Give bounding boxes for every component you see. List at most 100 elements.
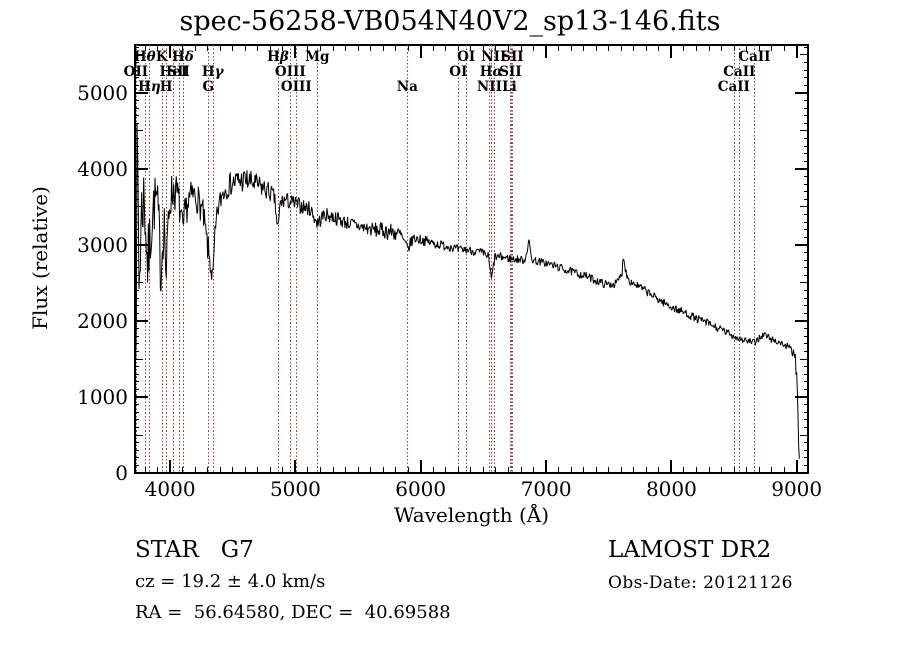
x-tick [795,45,798,58]
y-tick [135,426,139,428]
y-tick [800,282,808,284]
spectral-line-marker [290,45,292,473]
x-tick [583,45,585,51]
x-tick [708,45,710,51]
survey-release-text: LAMOST DR2 [608,537,772,563]
y-tick [135,229,139,231]
spectral-line-label: CaII [717,79,750,95]
x-tick [357,467,359,473]
x-tick [345,467,346,473]
y-tick [804,191,808,193]
x-tick [558,467,560,473]
x-tick [645,45,647,51]
x-tick [219,45,221,51]
x-tick [395,467,397,473]
x-tick [207,45,209,51]
y-tick [135,404,139,406]
plot-title: spec-56258-VB054N40V2_sp13-146.fits [179,6,721,37]
spectral-line-label: NII [476,79,502,95]
y-tick [804,145,808,147]
y-tick [804,449,808,451]
x-axis-label: Wavelength (Å) [393,503,550,527]
x-tick [382,45,384,51]
y-tick [135,464,139,466]
spectrum-path [135,122,800,459]
y-tick-label: 2000 [77,309,128,333]
x-tick [457,45,459,51]
x-tick [746,45,748,51]
x-tick [670,460,673,473]
x-tick [182,45,184,51]
y-tick [135,358,143,360]
y-tick [804,107,808,109]
spectral-line-label: CaII [723,64,756,80]
x-tick [332,45,334,51]
y-tick [800,54,808,56]
y-tick [804,198,808,200]
y-tick [135,46,139,48]
x-tick [320,45,321,51]
x-tick-label: 8000 [645,477,697,501]
x-tick [169,45,172,58]
x-tick [157,45,159,51]
y-tick [135,297,139,299]
y-tick [795,243,808,246]
x-tick [269,467,271,473]
y-tick [135,183,139,185]
spectral-line-label: HeI [159,64,188,80]
x-tick [470,45,472,51]
y-tick [135,381,139,383]
spectral-line-marker [208,45,210,473]
y-tick [804,388,808,390]
y-tick [135,267,139,269]
y-tick [135,457,139,459]
y-tick [135,335,139,337]
y-tick [135,305,139,307]
spectral-line-label: Mg [305,49,330,65]
x-tick [232,467,234,473]
x-tick [708,467,710,473]
x-tick [257,467,259,473]
y-tick [135,373,139,375]
y-tick [800,130,808,132]
y-tick [135,396,148,398]
spectral-line-marker [407,45,409,473]
object-class-text: STAR G7 [135,537,254,563]
x-tick [520,45,522,51]
plot-area: OII Hθ Hη K H HeI SII Hδ G Hγ Hβ OIII OIII Mg Na OI OI NI… [124,45,808,473]
cz-velocity-text: cz = 19.2 ± 4.0 km/s [135,571,326,592]
y-tick [804,328,808,330]
x-tick [495,45,497,51]
y-tick [135,167,148,170]
spectral-line-label: Hδ [172,49,194,65]
y-tick [804,373,808,375]
spectral-line-marker [458,45,460,473]
x-tick [194,45,196,51]
obs-date-text: Obs-Date: 20121126 [608,573,793,593]
x-tick [783,45,785,51]
x-tick-label: 6000 [395,477,447,501]
x-tick [608,45,610,51]
spectral-line-label: Na [396,79,418,95]
x-tick [407,45,409,51]
x-tick [658,467,660,473]
spectral-line-marker [144,45,146,473]
y-tick [800,434,808,436]
y-tick [804,343,808,345]
y-tick [135,320,148,322]
x-tick [307,467,309,473]
spectral-line-marker [739,45,741,473]
y-tick-label: 1000 [77,385,128,409]
x-tick [545,45,548,58]
x-tick [771,45,773,51]
x-tick-label: 4000 [144,477,196,501]
y-tick [804,160,808,162]
spectral-line-marker [466,45,468,473]
y-tick [135,153,139,155]
x-tick [595,467,597,473]
y-tick [135,100,139,101]
x-tick [144,45,146,51]
x-tick [670,45,673,58]
spectral-line-label: Hθ [133,49,156,65]
x-tick [620,467,622,473]
